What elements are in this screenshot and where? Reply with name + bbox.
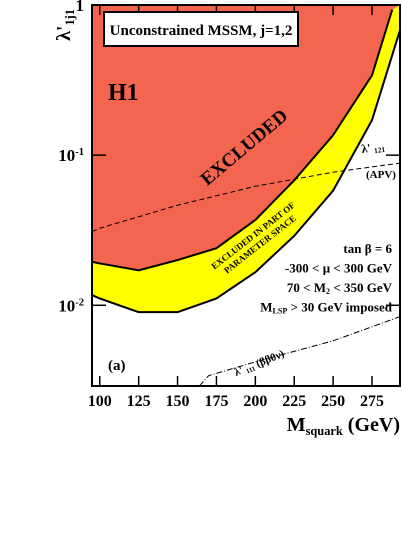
region-edge <box>91 9 394 272</box>
y-tick-label-part: -2 <box>75 297 84 308</box>
annotation-part: > 30 GeV imposed <box>287 300 392 315</box>
y-axis-label: λ'1j1 <box>53 9 77 41</box>
title-box <box>103 11 299 47</box>
x-axis-label: Msquark (GeV) <box>287 414 400 438</box>
x-tick-label: 275 <box>360 393 384 410</box>
experiment-label: H1 <box>108 80 139 106</box>
x-tick-label: 175 <box>204 393 228 410</box>
x-axis-label-part: M <box>287 414 306 436</box>
limit-label-part: (ββ0ν) <box>252 348 287 371</box>
limit-label-part: 121 <box>373 145 386 156</box>
limit-note: (APV) <box>366 169 396 181</box>
x-axis-label-part: squark <box>306 424 343 438</box>
plot-frame <box>91 4 401 387</box>
x-axis-label-part: (GeV) <box>343 414 400 436</box>
y-axis-label-part: λ' <box>53 26 75 41</box>
limit-line <box>91 162 401 232</box>
annotation-part: M <box>260 300 272 315</box>
y-axis-label-part: 1j1 <box>63 9 77 26</box>
annotation-part: LSP <box>273 307 288 316</box>
limit-label: λ' 121 <box>360 139 386 157</box>
y-tick-label-part: 1 <box>76 0 85 15</box>
limit-label-part: λ' <box>360 140 374 156</box>
annotation: MLSP > 30 GeV imposed <box>260 300 392 316</box>
limit-label-part: λ' <box>233 363 248 378</box>
annotation-part: -300 < μ < 300 GeV <box>285 261 393 276</box>
annotation: 70 < M2 < 350 GeV <box>287 280 393 296</box>
limit-line <box>198 316 401 387</box>
annotation: tan β = 6 <box>343 241 392 256</box>
y-tick-label-part: 10 <box>58 146 75 165</box>
panel-label: (a) <box>108 358 126 374</box>
y-tick-label-part: -1 <box>75 147 84 158</box>
x-tick-label: 250 <box>321 393 345 410</box>
annotation-part: 70 < M <box>287 280 326 295</box>
annotation-part: < 350 GeV <box>330 280 393 295</box>
x-tick-label: 225 <box>282 393 306 410</box>
y-tick-label: 10-1 <box>58 146 84 165</box>
annotation-part: 2 <box>326 287 330 296</box>
limit-label-part: 111 <box>245 365 257 375</box>
region <box>92 5 400 271</box>
y-tick-label: 10-2 <box>58 296 84 315</box>
x-tick-label: 150 <box>166 393 190 410</box>
region-edge <box>91 29 401 314</box>
annotation-part: tan β = 6 <box>343 241 392 256</box>
limit-label: λ' 111 (ββ0ν) <box>233 348 287 380</box>
x-tick-label: 100 <box>88 393 112 410</box>
chart-title: Unconstrained MSSM, j=1,2 <box>110 23 293 39</box>
x-tick-label: 125 <box>127 393 151 410</box>
y-tick-label-part: 10 <box>58 296 75 315</box>
annotation: -300 < μ < 300 GeV <box>285 261 393 276</box>
y-tick-label: 1 <box>76 0 85 15</box>
x-tick-label: 200 <box>243 393 267 410</box>
